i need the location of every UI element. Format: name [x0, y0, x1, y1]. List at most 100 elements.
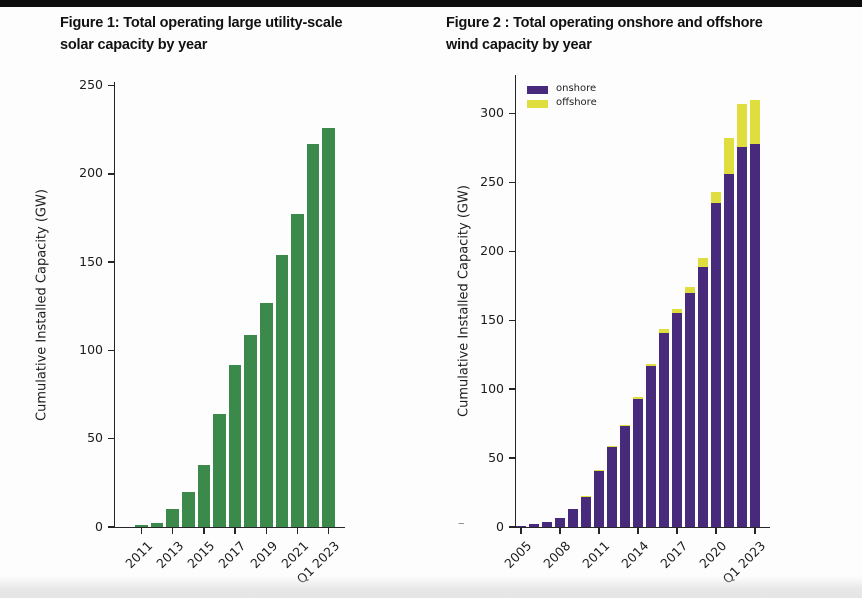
bar-segment-offshore	[580, 495, 592, 497]
y-tick-label: 250	[480, 173, 504, 189]
bar-segment-onshore	[528, 524, 540, 527]
bar-segment-offshore	[619, 425, 631, 427]
x-tick-mark	[234, 528, 236, 535]
legend-swatch-offshore	[527, 100, 548, 108]
y-tick-label: 50	[87, 430, 103, 446]
y-axis-spine	[113, 82, 115, 528]
bar-segment	[306, 143, 320, 527]
figure2-title-line1: Figure 2 : Total operating onshore and o…	[446, 15, 763, 31]
bar-segment-offshore	[658, 329, 670, 333]
bar-segment-onshore	[723, 174, 735, 527]
y-tick-mark	[508, 250, 515, 253]
bar-segment	[322, 127, 335, 527]
x-tick-mark	[715, 528, 717, 535]
bar-segment-onshore	[684, 292, 696, 527]
x-tick-mark	[754, 528, 756, 535]
x-tick-label: 2019	[246, 538, 280, 572]
bar-segment-offshore	[671, 309, 683, 314]
legend-swatch-onshore	[527, 86, 548, 94]
y-tick-mark	[508, 112, 515, 115]
x-tick-label: 2020	[696, 538, 730, 572]
y-axis-title: Cumulative Installed Capacity (GW)	[34, 188, 50, 421]
y-tick-mark	[508, 457, 515, 459]
y-tick-label: 150	[480, 311, 504, 327]
bar-segment-onshore	[554, 518, 566, 527]
y-tick-mark	[107, 349, 114, 352]
y-tick-label: 100	[79, 341, 103, 357]
x-tick-label: 2005	[501, 538, 535, 572]
bar-segment-offshore	[749, 99, 761, 144]
bar-segment	[197, 465, 211, 527]
figure2-title: Figure 2 : Total operating onshore and o…	[446, 12, 763, 56]
figure1-title: Figure 1: Total operating large utility-…	[60, 12, 343, 56]
legend-label-offshore: offshore	[556, 97, 597, 108]
y-tick-label: 200	[480, 242, 504, 258]
y-tick-mark	[107, 84, 114, 87]
bar-segment-offshore	[684, 287, 696, 293]
bar-segment-onshore	[541, 522, 553, 527]
figure1-title-line1: Figure 1: Total operating large utility-…	[60, 15, 343, 31]
x-tick-mark	[140, 528, 143, 535]
bar-segment	[166, 509, 179, 527]
x-tick-mark	[265, 528, 267, 535]
x-tick-label: 2017	[657, 538, 691, 572]
y-tick-mark	[107, 261, 114, 263]
top-black-bar	[0, 0, 862, 7]
bar-segment	[291, 214, 304, 527]
bar-segment	[275, 255, 289, 527]
y-tick-label: 100	[480, 380, 504, 396]
y-tick-label: 200	[79, 165, 103, 181]
y-tick-mark	[107, 526, 114, 528]
x-tick-mark	[559, 528, 561, 535]
figure1-title-line2: solar capacity by year	[60, 37, 208, 53]
bar-segment	[228, 364, 242, 527]
bar-segment-onshore	[645, 365, 657, 527]
x-tick-mark	[637, 528, 639, 535]
y-tick-mark	[107, 438, 114, 440]
y-axis-title: Cumulative Installed Capacity (GW)	[456, 185, 472, 417]
x-axis-spine	[514, 527, 770, 529]
x-tick-label: 2015	[184, 538, 218, 572]
bar-segment-offshore	[632, 397, 644, 399]
y-tick-mark	[508, 319, 515, 321]
bar-segment	[213, 413, 226, 527]
x-tick-mark	[203, 528, 205, 535]
figure2-title-line2: wind capacity by year	[446, 37, 592, 53]
bar-segment-offshore	[606, 446, 618, 448]
y-tick-mark	[508, 181, 515, 184]
y-tick-mark	[508, 388, 515, 390]
x-tick-label: 2011	[579, 538, 613, 572]
bar-segment-onshore	[515, 525, 527, 527]
x-tick-mark	[328, 528, 330, 535]
bar-segment-onshore	[697, 266, 709, 527]
legend-label-onshore: onshore	[556, 83, 597, 94]
x-axis-spine	[113, 527, 345, 529]
y-tick-label: 300	[480, 105, 504, 121]
bar-segment-onshore	[658, 332, 670, 527]
bar-segment	[135, 525, 148, 527]
bar-segment-onshore	[593, 470, 605, 527]
x-tick-label: 2008	[540, 538, 574, 572]
bar-segment-offshore	[645, 364, 657, 366]
x-tick-mark	[598, 528, 600, 535]
bar-segment-offshore	[736, 103, 748, 147]
y-tick-label: 250	[79, 77, 103, 93]
bar-segment	[150, 522, 164, 527]
x-tick-label: 2014	[618, 538, 652, 572]
y-tick-label: 50	[488, 449, 504, 465]
bar-segment-onshore	[671, 313, 683, 527]
bar-segment	[244, 334, 257, 527]
bar-segment-onshore	[632, 398, 644, 527]
bar-segment-offshore	[710, 192, 722, 204]
bar-segment-offshore	[697, 258, 709, 267]
bar-segment-offshore	[593, 469, 605, 471]
bar-segment-onshore	[580, 496, 592, 527]
x-tick-label: 2017	[215, 538, 249, 572]
bar-segment	[182, 491, 195, 527]
bar-segment-onshore	[567, 509, 579, 527]
x-tick-label: 2013	[153, 538, 187, 572]
bar-segment-onshore	[736, 146, 748, 527]
bar-segment-onshore	[749, 143, 761, 527]
